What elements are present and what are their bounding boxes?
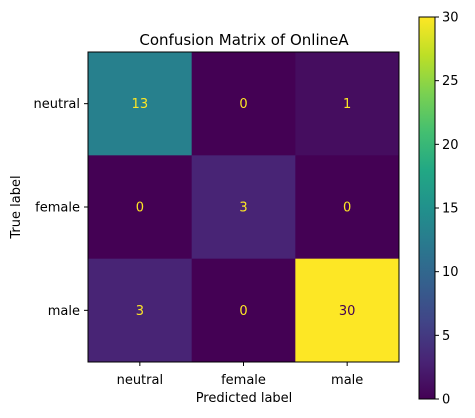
x-tick-label: neutral bbox=[117, 373, 164, 388]
chart-title: Confusion Matrix of OnlineA bbox=[139, 31, 349, 49]
matrix-cell bbox=[191, 155, 296, 260]
cell-value-label: 0 bbox=[136, 201, 144, 216]
colorbar-ticks: 0 5 10 15 20 25 30 bbox=[435, 11, 459, 408]
matrix-cell bbox=[295, 155, 400, 260]
x-tick-label: female bbox=[221, 373, 266, 388]
matrix-cells bbox=[88, 52, 400, 363]
cell-value-label: 3 bbox=[136, 304, 144, 319]
colorbar-tick-label: 0 bbox=[442, 393, 450, 408]
x-axis-ticks: neutral female male bbox=[117, 362, 363, 388]
colorbar-tick-label: 5 bbox=[442, 329, 450, 344]
matrix-cell-labels: 13 0 10 3 03 0 30 bbox=[132, 97, 356, 319]
y-tick-label: male bbox=[48, 304, 80, 319]
matrix-cell bbox=[295, 258, 400, 363]
matrix-cell bbox=[191, 258, 296, 363]
cell-value-label: 0 bbox=[239, 97, 247, 112]
cell-value-label: 30 bbox=[339, 304, 356, 319]
cell-value-label: 13 bbox=[132, 97, 149, 112]
y-axis-ticks: neutral female male bbox=[34, 97, 88, 319]
colorbar-tick-label: 15 bbox=[442, 202, 459, 217]
colorbar-tick-label: 10 bbox=[442, 265, 459, 280]
colorbar-tick-label: 25 bbox=[442, 74, 459, 89]
matrix-cell bbox=[88, 155, 193, 260]
cell-value-label: 0 bbox=[239, 304, 247, 319]
cell-value-label: 1 bbox=[343, 97, 351, 112]
y-tick-label: neutral bbox=[34, 97, 81, 112]
cell-value-label: 0 bbox=[343, 201, 351, 216]
x-axis-label: Predicted label bbox=[196, 391, 293, 406]
matrix-cell bbox=[88, 258, 193, 363]
y-tick-label: female bbox=[35, 201, 80, 216]
x-tick-label: male bbox=[331, 373, 363, 388]
matrix-cell bbox=[295, 52, 400, 156]
colorbar bbox=[418, 16, 436, 400]
colorbar-tick-label: 20 bbox=[442, 138, 459, 153]
matrix-cell bbox=[88, 52, 193, 156]
matrix-cell bbox=[191, 52, 296, 156]
colorbar-tick-label: 30 bbox=[442, 11, 459, 26]
cell-value-label: 3 bbox=[239, 201, 247, 216]
y-axis-label: True label bbox=[9, 175, 24, 239]
